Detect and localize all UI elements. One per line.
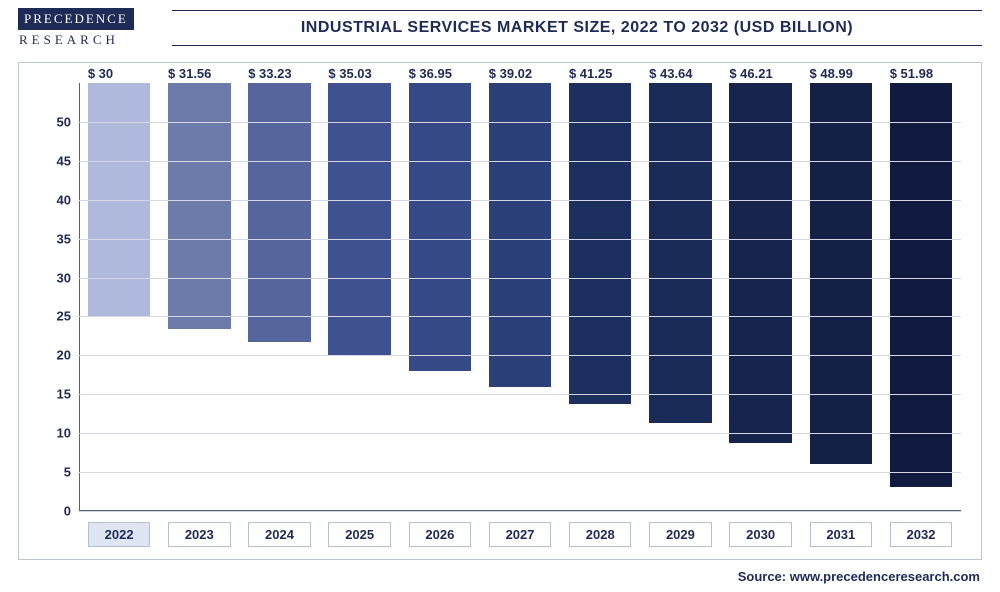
x-category-label: 2031 <box>810 522 873 547</box>
bar-slot: $ 33.23 <box>239 83 319 511</box>
bar-value-label: $ 43.64 <box>649 66 692 81</box>
bar-rect <box>890 83 953 487</box>
x-category-label: 2028 <box>569 522 632 547</box>
bar-slot: $ 51.98 <box>881 83 961 511</box>
grid-line <box>79 278 961 279</box>
x-label-box: 2030 <box>721 522 801 547</box>
y-tick-label: 5 <box>64 465 79 480</box>
bar: $ 51.98 <box>890 83 953 487</box>
title-bar: INDUSTRIAL SERVICES MARKET SIZE, 2022 TO… <box>172 10 982 46</box>
bar: $ 31.56 <box>168 83 231 329</box>
bar-slot: $ 39.02 <box>480 83 560 511</box>
y-tick-label: 20 <box>57 348 79 363</box>
bar-rect <box>729 83 792 443</box>
grid-line <box>79 472 961 473</box>
bar-rect <box>168 83 231 329</box>
bar-slot: $ 36.95 <box>400 83 480 511</box>
bar-slot: $ 35.03 <box>320 83 400 511</box>
bar-value-label: $ 39.02 <box>489 66 532 81</box>
x-category-label: 2025 <box>328 522 391 547</box>
grid-line <box>79 239 961 240</box>
x-label-box: 2023 <box>159 522 239 547</box>
y-tick-label: 10 <box>57 426 79 441</box>
bar-slot: $ 43.64 <box>640 83 720 511</box>
y-tick-label: 25 <box>57 309 79 324</box>
bar: $ 35.03 <box>328 83 391 356</box>
y-tick-label: 45 <box>57 153 79 168</box>
bar-value-label: $ 33.23 <box>248 66 291 81</box>
x-category-label: 2022 <box>88 522 151 547</box>
x-label-box: 2025 <box>320 522 400 547</box>
bar-slot: $ 48.99 <box>801 83 881 511</box>
bar: $ 36.95 <box>409 83 472 371</box>
x-label-box: 2027 <box>480 522 560 547</box>
bar: $ 46.21 <box>729 83 792 443</box>
x-category-label: 2027 <box>489 522 552 547</box>
bar-rect <box>328 83 391 356</box>
bar-rect <box>409 83 472 371</box>
plot-area: $ 30$ 31.56$ 33.23$ 35.03$ 36.95$ 39.02$… <box>79 83 961 511</box>
bar-value-label: $ 36.95 <box>409 66 452 81</box>
x-label-box: 2026 <box>400 522 480 547</box>
grid-line <box>79 161 961 162</box>
y-tick-label: 15 <box>57 387 79 402</box>
brand-logo: PRECEDENCE RESEARCH <box>18 8 134 48</box>
bar-value-label: $ 46.21 <box>729 66 772 81</box>
bar: $ 43.64 <box>649 83 712 423</box>
bar-value-label: $ 51.98 <box>890 66 933 81</box>
bar-value-label: $ 30 <box>88 66 113 81</box>
bar: $ 48.99 <box>810 83 873 464</box>
grid-line <box>79 355 961 356</box>
x-category-label: 2024 <box>248 522 311 547</box>
chart-frame: $ 30$ 31.56$ 33.23$ 35.03$ 36.95$ 39.02$… <box>18 62 982 560</box>
bar-slot: $ 41.25 <box>560 83 640 511</box>
y-tick-label: 50 <box>57 114 79 129</box>
brand-logo-bottom: RESEARCH <box>18 30 134 48</box>
x-category-label: 2029 <box>649 522 712 547</box>
x-label-box: 2028 <box>560 522 640 547</box>
x-labels-row: 2022 2023 2024 2025 2026 2027 2028 2029 2030 2031… <box>79 522 961 547</box>
bar: $ 39.02 <box>489 83 552 387</box>
y-tick-label: 40 <box>57 192 79 207</box>
y-tick-label: 30 <box>57 270 79 285</box>
brand-logo-top: PRECEDENCE <box>18 8 134 30</box>
grid-line <box>79 200 961 201</box>
source-text: Source: www.precedenceresearch.com <box>738 569 980 584</box>
bar-value-label: $ 48.99 <box>810 66 853 81</box>
x-label-box: 2022 <box>79 522 159 547</box>
chart-title: INDUSTRIAL SERVICES MARKET SIZE, 2022 TO… <box>301 19 853 37</box>
bar-rect <box>810 83 873 464</box>
x-label-box: 2029 <box>640 522 720 547</box>
grid-line <box>79 511 961 512</box>
bar-value-label: $ 41.25 <box>569 66 612 81</box>
grid-line <box>79 122 961 123</box>
chart-container: PRECEDENCE RESEARCH INDUSTRIAL SERVICES … <box>0 0 1000 592</box>
x-label-box: 2024 <box>239 522 319 547</box>
bar-value-label: $ 31.56 <box>168 66 211 81</box>
grid-line <box>79 316 961 317</box>
y-tick-label: 0 <box>64 504 79 519</box>
x-label-box: 2032 <box>881 522 961 547</box>
x-category-label: 2023 <box>168 522 231 547</box>
bar-slot: $ 46.21 <box>721 83 801 511</box>
y-tick-label: 35 <box>57 231 79 246</box>
bar-rect <box>649 83 712 423</box>
x-label-box: 2031 <box>801 522 881 547</box>
x-category-label: 2030 <box>729 522 792 547</box>
bars-row: $ 30$ 31.56$ 33.23$ 35.03$ 36.95$ 39.02$… <box>79 83 961 511</box>
grid-line <box>79 394 961 395</box>
bar-slot: $ 31.56 <box>159 83 239 511</box>
grid-line <box>79 433 961 434</box>
x-category-label: 2032 <box>890 522 953 547</box>
bar-rect <box>489 83 552 387</box>
x-category-label: 2026 <box>409 522 472 547</box>
bar-value-label: $ 35.03 <box>328 66 371 81</box>
bar-slot: $ 30 <box>79 83 159 511</box>
